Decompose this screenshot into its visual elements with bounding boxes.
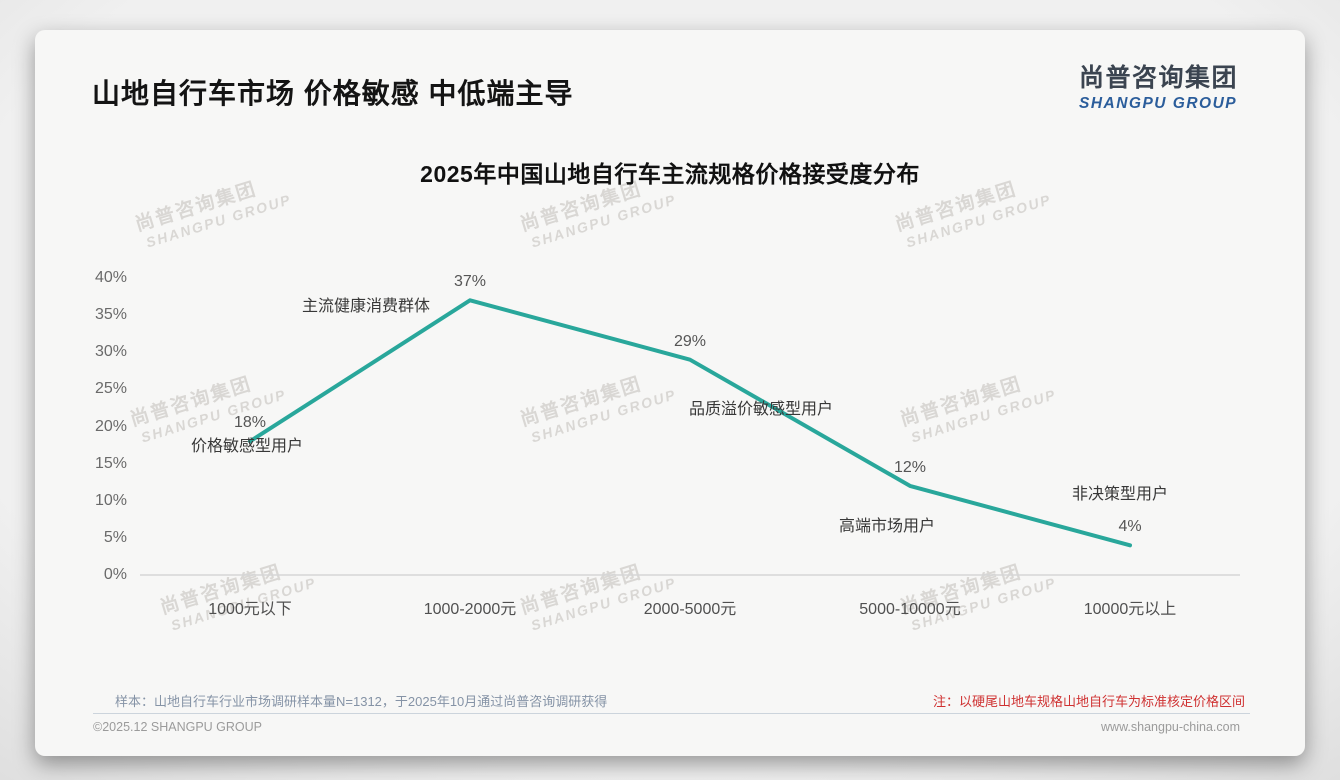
y-axis-label: 20% xyxy=(94,417,127,435)
y-axis-label: 10% xyxy=(94,491,127,509)
data-point-label: 12% xyxy=(893,458,927,476)
data-point-label: 37% xyxy=(453,273,487,291)
y-axis-label: 25% xyxy=(94,380,127,398)
x-axis-label: 1000元以下 xyxy=(208,601,292,618)
chart-annotation: 高端市场用户 xyxy=(838,517,936,535)
x-axis-label: 2000-5000元 xyxy=(643,601,737,618)
footer-divider xyxy=(93,713,1250,714)
slide-card: 尚普咨询集团 SHANGPU GROUP 尚普咨询集团 SHANGPU GROUP 尚普… xyxy=(35,30,1305,756)
y-axis-label: 40% xyxy=(94,269,127,286)
y-axis-label: 30% xyxy=(94,343,127,361)
line-chart: 0% 5% 10% 15% 20% 25% 30% 35% 40% 1000元以下 1000-200… xyxy=(35,30,1305,756)
data-point-label: 29% xyxy=(673,332,707,350)
website-link[interactable]: www.shangpu-china.com xyxy=(1101,720,1240,734)
logo-chinese-text: 尚普咨询集团 xyxy=(1078,64,1238,92)
chart-canvas xyxy=(140,298,1240,576)
chart-annotation: 主流健康消费群体 xyxy=(301,298,431,316)
logo-english-text: SHANGPU GROUP xyxy=(1078,95,1238,112)
y-axis-label: 5% xyxy=(103,528,127,546)
x-axis-label: 5000-10000元 xyxy=(859,601,961,618)
data-point-label: 18% xyxy=(233,414,267,432)
company-logo: 尚普咨询集团 SHANGPU GROUP xyxy=(1079,58,1238,113)
sample-note: 样本：山地自行车行业市场调研样本量N=1312，于2025年10月通过尚普咨询调… xyxy=(115,694,608,709)
chart-annotation: 非决策型用户 xyxy=(1071,486,1169,504)
chart-annotation: 品质溢价敏感型用户 xyxy=(688,400,834,418)
price-standard-note: 注：以硬尾山地车规格山地自行车为标准核定价格区间 xyxy=(932,694,1245,709)
x-axis-label: 10000元以上 xyxy=(1083,601,1177,618)
data-line xyxy=(248,298,1132,548)
chart-annotation: 价格敏感型用户 xyxy=(190,438,304,456)
x-axis-label: 1000-2000元 xyxy=(423,601,517,618)
page-title: 山地自行车市场 价格敏感 中低端主导 xyxy=(92,78,574,109)
y-axis-label: 0% xyxy=(103,566,127,583)
chart-title: 2025年中国山地自行车主流规格价格接受度分布 xyxy=(420,161,920,187)
y-axis-label: 35% xyxy=(94,306,127,324)
data-point-label: 4% xyxy=(1118,518,1142,536)
y-axis-label: 15% xyxy=(94,454,127,472)
copyright-text: ©2025.12 SHANGPU GROUP xyxy=(93,720,262,734)
